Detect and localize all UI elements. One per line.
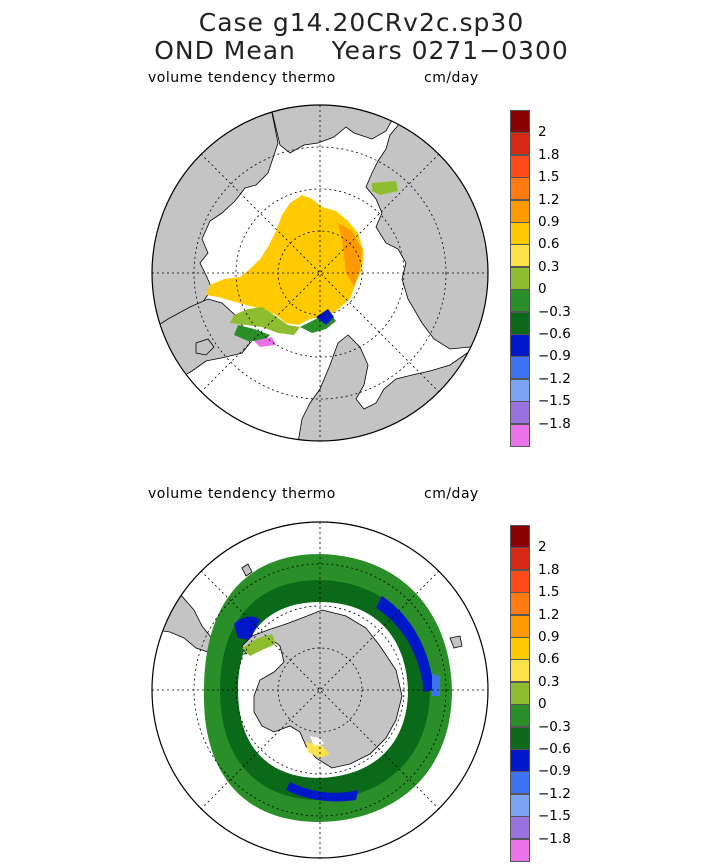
south-legend-tick: 1.2 bbox=[538, 606, 560, 623]
south-negative-tendency-field-3 bbox=[234, 616, 260, 640]
north-legend-swatch bbox=[510, 311, 530, 335]
south-legend-tick: −0.3 bbox=[538, 718, 571, 735]
north-legend-swatch bbox=[510, 244, 530, 268]
north-legend-tick: −0.3 bbox=[538, 303, 571, 320]
north-legend-tick: −0.9 bbox=[538, 348, 571, 365]
south-legend-swatch bbox=[510, 547, 530, 571]
south-units-label: cm/day bbox=[424, 486, 479, 502]
north-legend-tick: 0.3 bbox=[538, 258, 560, 275]
south-legend-swatch bbox=[510, 704, 530, 728]
north-legend-swatch bbox=[510, 266, 530, 290]
north-color-legend: 2 1.8 1.5 1.2 0.9 0.6 0.3 0 −0.3 −0.6 −0… bbox=[510, 110, 571, 455]
south-legend-tick: −1.8 bbox=[538, 830, 571, 847]
south-variable-label: volume tendency thermo bbox=[148, 486, 336, 502]
north-variable-label: volume tendency thermo bbox=[148, 70, 336, 86]
figure-title-line-2: OND Mean Years 0271−0300 bbox=[154, 36, 569, 65]
figure-title-line-1: Case g14.20CRv2c.sp30 bbox=[198, 8, 525, 37]
antarctic-peninsula-field bbox=[242, 634, 276, 656]
north-legend-swatch bbox=[510, 110, 530, 133]
north-legend-tick: −1.2 bbox=[538, 370, 571, 387]
north-legend-swatch bbox=[510, 199, 530, 223]
north-legend-swatch bbox=[510, 177, 530, 201]
north-legend-tick: 2 bbox=[538, 124, 547, 141]
south-legend-swatch bbox=[510, 816, 530, 840]
south-legend-tick: −0.6 bbox=[538, 741, 571, 757]
south-legend-tick: −1.5 bbox=[538, 808, 571, 825]
south-negative-tendency-field bbox=[376, 596, 434, 692]
south-legend-swatch bbox=[510, 614, 530, 638]
north-pink-field bbox=[254, 337, 276, 347]
north-polar-map bbox=[151, 104, 489, 442]
north-light-green-field bbox=[230, 307, 300, 335]
north-legend-swatch bbox=[510, 222, 530, 245]
south-light-blue-field bbox=[432, 674, 440, 696]
north-green-field bbox=[234, 325, 270, 341]
north-legend-swatch bbox=[510, 334, 530, 357]
south-legend-swatch bbox=[510, 771, 530, 795]
north-legend-swatch bbox=[510, 401, 530, 425]
subantarctic-island bbox=[241, 563, 253, 577]
north-legend-swatch bbox=[510, 378, 530, 402]
north-negative-tendency-field bbox=[316, 309, 334, 325]
north-high-tendency-field bbox=[338, 223, 362, 287]
north-legend-tick: 1.5 bbox=[538, 169, 560, 186]
north-legend-tick: 1.8 bbox=[538, 146, 560, 163]
antarctica-coast-field-2 bbox=[310, 736, 324, 746]
south-legend-swatch bbox=[510, 793, 530, 817]
south-legend-tick: 0.3 bbox=[538, 673, 560, 690]
south-legend-tick: 2 bbox=[538, 539, 547, 556]
south-legend-swatch bbox=[510, 726, 530, 750]
iceland-landmass bbox=[195, 338, 215, 356]
north-legend-swatch bbox=[510, 356, 530, 380]
south-legend-swatch bbox=[510, 525, 530, 548]
africa-tip-landmass bbox=[449, 635, 463, 649]
south-legend-tick: 1.5 bbox=[538, 584, 560, 601]
south-legend-swatch bbox=[510, 838, 530, 862]
north-legend-swatch bbox=[510, 423, 530, 447]
south-legend-tick: 1.8 bbox=[538, 561, 560, 578]
south-legend-tick: 0.6 bbox=[538, 651, 560, 668]
south-legend-swatch bbox=[510, 569, 530, 593]
south-legend-swatch bbox=[510, 749, 530, 772]
north-legend-tick: −0.6 bbox=[538, 326, 571, 342]
south-legend-tick: 0 bbox=[538, 696, 547, 713]
south-legend-swatch bbox=[510, 659, 530, 683]
north-legend-tick: 0 bbox=[538, 281, 547, 298]
north-positive-tendency-field bbox=[206, 195, 364, 325]
north-legend-swatch bbox=[510, 132, 530, 156]
south-legend-swatch bbox=[510, 681, 530, 705]
north-legend-tick: 0.6 bbox=[538, 236, 560, 253]
south-legend-tick: −1.2 bbox=[538, 785, 571, 802]
north-legend-tick: −1.5 bbox=[538, 393, 571, 410]
south-polar-map bbox=[151, 521, 489, 859]
north-legend-swatch bbox=[510, 154, 530, 178]
north-legend-tick: 0.9 bbox=[538, 214, 560, 230]
south-legend-tick: −0.9 bbox=[538, 763, 571, 780]
north-bering-field bbox=[372, 181, 398, 195]
north-legend-tick: 1.2 bbox=[538, 191, 560, 208]
north-legend-swatch bbox=[510, 289, 530, 313]
south-legend-tick: 0.9 bbox=[538, 629, 560, 645]
antarctica-coast-field bbox=[306, 742, 330, 758]
south-legend-swatch bbox=[510, 637, 530, 660]
north-legend-tick: −1.8 bbox=[538, 415, 571, 432]
north-units-label: cm/day bbox=[424, 70, 479, 86]
south-legend-swatch bbox=[510, 592, 530, 616]
south-negative-tendency-field-2 bbox=[286, 782, 358, 802]
south-color-legend: 2 1.8 1.5 1.2 0.9 0.6 0.3 0 −0.3 −0.6 −0… bbox=[510, 525, 571, 865]
